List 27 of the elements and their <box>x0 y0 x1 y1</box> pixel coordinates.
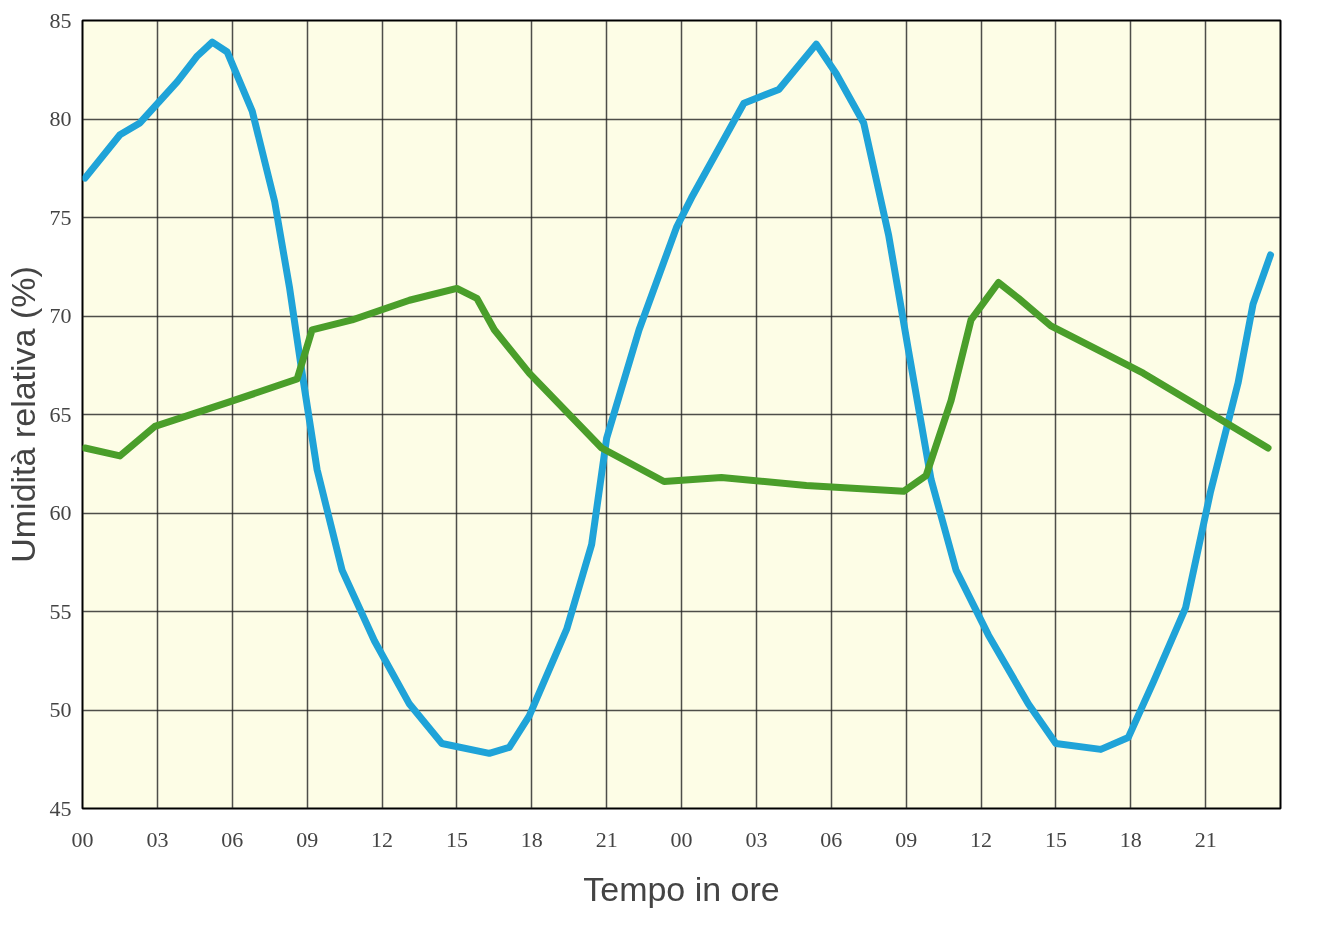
y-tick-label: 60 <box>49 500 72 525</box>
y-axis-title: Umidità relativa (%) <box>3 266 42 563</box>
y-tick-label: 45 <box>49 795 72 821</box>
x-tick-label: 00 <box>670 826 693 852</box>
x-tick-label: 03 <box>146 826 169 852</box>
x-tick-label: 06 <box>820 826 843 852</box>
x-tick-label: 18 <box>1119 826 1142 852</box>
x-tick-label: 09 <box>895 826 918 852</box>
y-tick-label: 50 <box>49 697 72 722</box>
x-axis-title: Tempo in ore <box>583 869 780 908</box>
y-tick-label: 65 <box>49 401 72 427</box>
x-tick-label: 18 <box>520 826 543 852</box>
x-tick-label: 03 <box>745 826 768 852</box>
y-tick-label: 70 <box>49 303 72 328</box>
x-tick-label: 12 <box>970 826 992 852</box>
x-tick-label: 12 <box>371 826 393 852</box>
x-tick-label: 21 <box>1194 826 1217 852</box>
x-tick-label: 00 <box>71 826 94 852</box>
y-tick-label: 75 <box>49 204 72 230</box>
x-tick-label: 09 <box>296 826 319 852</box>
x-tick-label: 21 <box>595 826 618 852</box>
y-tick-label: 80 <box>49 106 72 131</box>
x-tick-label: 15 <box>1044 826 1067 852</box>
x-tick-label: 15 <box>445 826 468 852</box>
x-tick-label: 06 <box>221 826 244 852</box>
y-tick-label: 85 <box>49 7 72 33</box>
y-tick-label: 55 <box>49 598 72 624</box>
